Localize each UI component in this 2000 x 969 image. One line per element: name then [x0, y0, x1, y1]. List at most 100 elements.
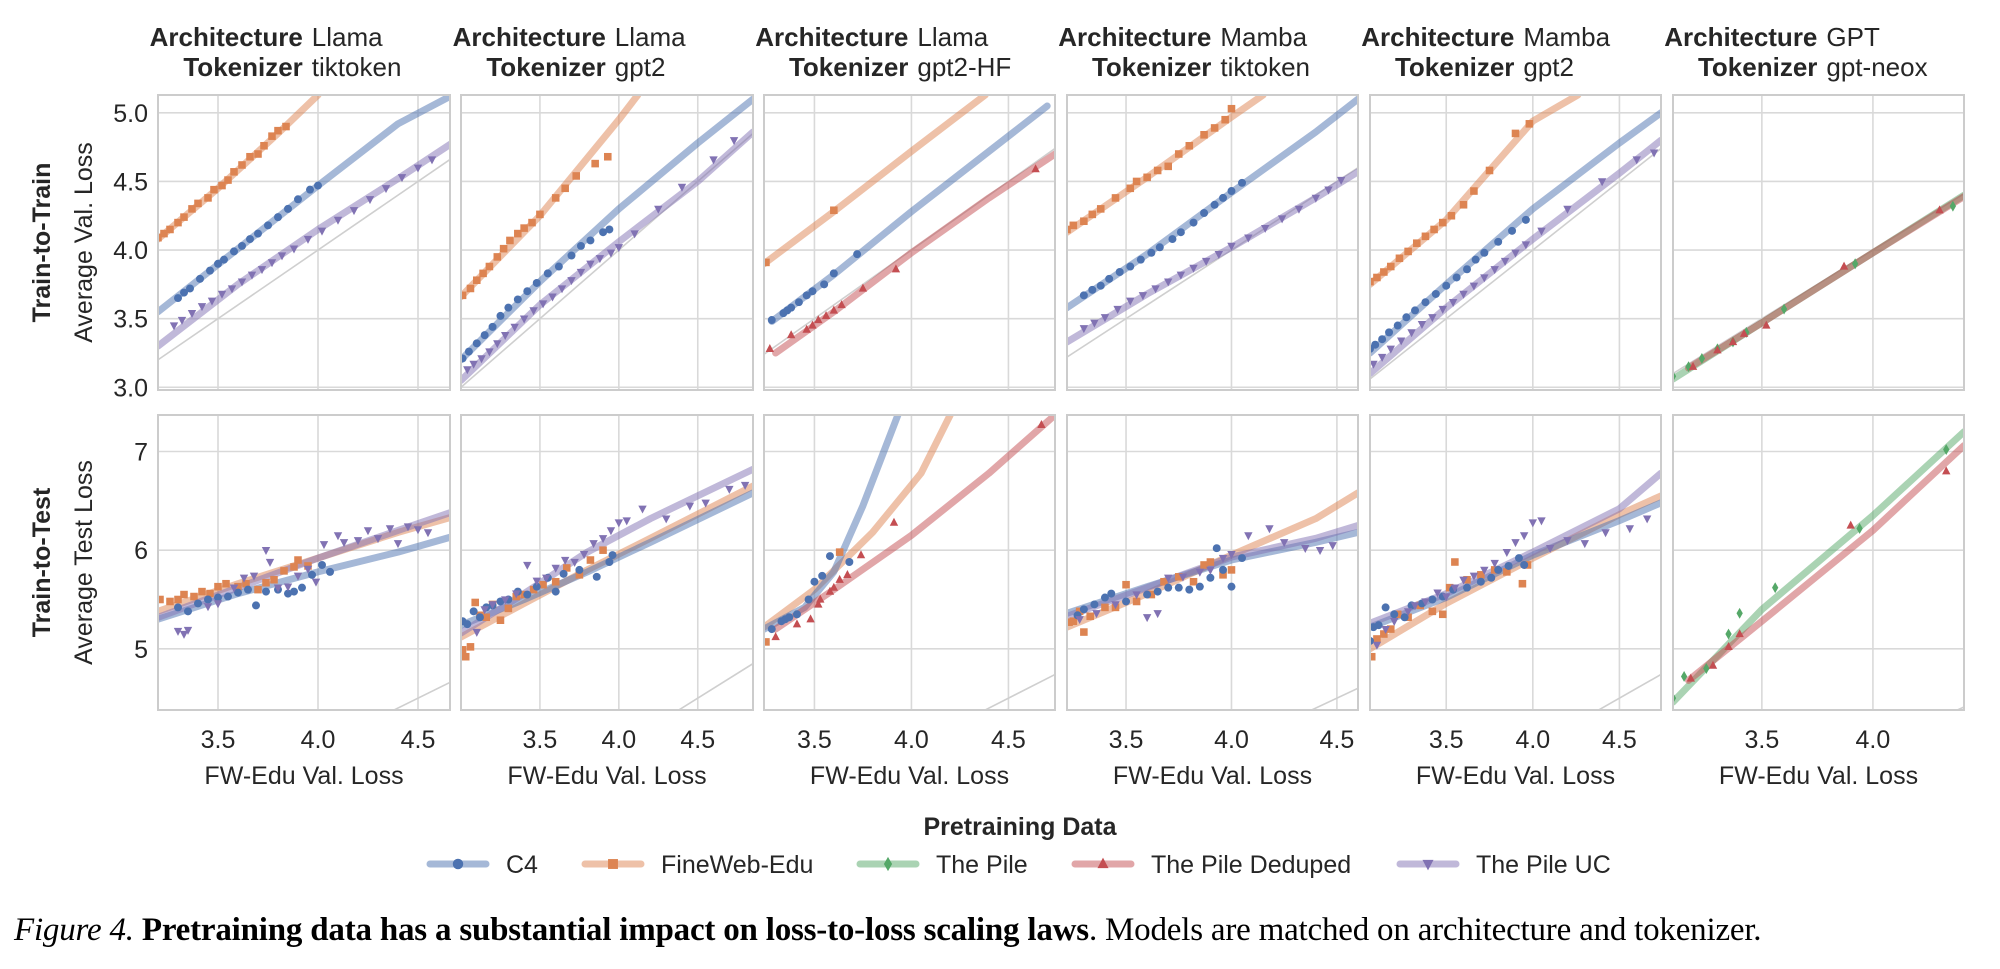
data-point-c4	[284, 204, 292, 213]
header-architecture-value: Mamba	[1220, 22, 1307, 52]
data-point-fwe	[218, 181, 226, 190]
fit-line-c4	[1370, 109, 1661, 357]
data-point-pileuc	[1521, 241, 1531, 250]
data-point-pileuc	[1370, 360, 1378, 369]
data-point-c4	[1381, 603, 1390, 612]
caption-rest-text: . Models are matched on architecture and…	[1088, 912, 1762, 948]
data-point-c4	[1463, 583, 1471, 592]
data-point-c4	[592, 572, 601, 581]
data-point-pileuc	[1421, 598, 1430, 607]
data-point-fwe	[206, 589, 214, 598]
data-point-pileuc	[1244, 532, 1253, 541]
data-point-fwe	[496, 616, 505, 624]
data-point-pileuc	[1490, 266, 1499, 275]
data-point-c4	[802, 291, 811, 300]
data-point-piled	[1713, 345, 1722, 354]
data-point-pile	[1703, 663, 1710, 675]
data-point-pileuc	[560, 556, 570, 565]
data-point-piled	[814, 315, 823, 324]
data-point-pileuc	[239, 574, 249, 583]
panel	[460, 414, 754, 711]
data-point-piled	[1846, 520, 1855, 529]
data-point-pileuc	[273, 584, 283, 593]
data-point-pileuc	[1189, 264, 1198, 273]
data-point-pileuc	[169, 322, 179, 331]
header-tokenizer-value: gpt2	[615, 52, 666, 82]
data-point-c4	[1400, 613, 1409, 622]
data-point-fwe	[1438, 610, 1447, 619]
data-point-piled	[1762, 320, 1771, 329]
data-point-fwe	[1164, 162, 1172, 171]
data-point-pileuc	[333, 216, 343, 225]
data-point-c4	[1126, 262, 1135, 271]
data-point-pileuc	[1227, 242, 1236, 251]
data-point-fwe	[499, 244, 508, 253]
data-point-pileuc	[500, 596, 510, 605]
plot-area	[461, 465, 753, 710]
x-tick-label: 4.5	[1602, 726, 1637, 754]
legend-marker-triangle-up	[1097, 857, 1109, 869]
data-point-pileuc	[1075, 616, 1084, 625]
panel-header: Architecture Llama Tokenizer tiktoken	[150, 22, 402, 82]
data-point-pileuc	[177, 316, 187, 325]
header-architecture-value: Llama	[615, 22, 686, 52]
data-point-c4	[252, 601, 260, 610]
legend: Pretraining Data C4 FineWeb-Edu The Pile The…	[426, 813, 1611, 879]
data-point-c4	[853, 250, 862, 259]
data-point-piled	[1728, 337, 1738, 346]
data-point-pileuc	[1428, 314, 1437, 323]
data-point-pileuc	[1315, 547, 1325, 555]
data-point-piled	[1839, 261, 1849, 270]
data-point-fwe	[1143, 173, 1151, 182]
legend-label: The Pile Deduped	[1151, 851, 1351, 879]
data-point-pileuc	[463, 366, 472, 375]
data-point-piled	[771, 632, 780, 641]
data-point-pileuc	[187, 310, 197, 318]
data-point-pile	[1780, 303, 1788, 315]
plot-area	[1673, 428, 1964, 710]
plot-area	[764, 95, 1055, 357]
data-point-c4	[314, 181, 322, 190]
data-point-pileuc	[551, 564, 560, 573]
identity-line	[461, 132, 753, 389]
data-point-fwe	[1370, 652, 1376, 661]
data-point-pileuc	[586, 260, 595, 269]
data-point-c4	[180, 288, 188, 297]
header-architecture-key: Architecture	[1058, 22, 1211, 52]
data-point-fwe	[1470, 187, 1478, 195]
data-point-c4	[1393, 321, 1402, 330]
data-point-c4	[480, 331, 489, 340]
data-point-pileuc	[1459, 290, 1468, 299]
panel	[1369, 414, 1662, 711]
header-architecture-key: Architecture	[1664, 22, 1817, 52]
data-point-piled	[843, 570, 852, 578]
data-point-fwe	[246, 152, 254, 161]
data-point-fwe	[1421, 232, 1430, 241]
data-point-fwe	[1404, 247, 1412, 256]
data-point-fwe	[1088, 210, 1097, 219]
data-point-fwe	[194, 199, 202, 208]
header-architecture: Architecture Llama	[150, 22, 384, 52]
data-point-fwe	[188, 205, 196, 213]
data-point-fwe	[764, 258, 770, 267]
data-point-piled	[786, 330, 796, 339]
data-point-fwe	[1067, 225, 1071, 234]
data-point-c4	[1442, 281, 1451, 290]
data-point-pileuc	[685, 502, 695, 511]
data-point-pileuc	[1090, 319, 1099, 328]
data-point-pileuc	[567, 277, 576, 286]
data-point-c4	[1514, 554, 1523, 563]
data-point-c4	[523, 287, 532, 296]
data-point-pileuc	[1390, 618, 1399, 627]
data-point-fwe	[1221, 115, 1229, 124]
header-tokenizer-value: gpt2	[1523, 52, 1574, 82]
data-point-piled	[1735, 629, 1744, 638]
data-point-fwe	[485, 262, 494, 271]
x-tick-label: 3.5	[1744, 726, 1779, 754]
data-point-pileuc	[1324, 186, 1333, 195]
data-point-pileuc	[1214, 251, 1224, 259]
data-point-pileuc	[523, 561, 532, 570]
data-point-piled	[1708, 660, 1718, 669]
data-point-c4	[599, 228, 608, 237]
data-point-fwe	[1477, 571, 1485, 579]
